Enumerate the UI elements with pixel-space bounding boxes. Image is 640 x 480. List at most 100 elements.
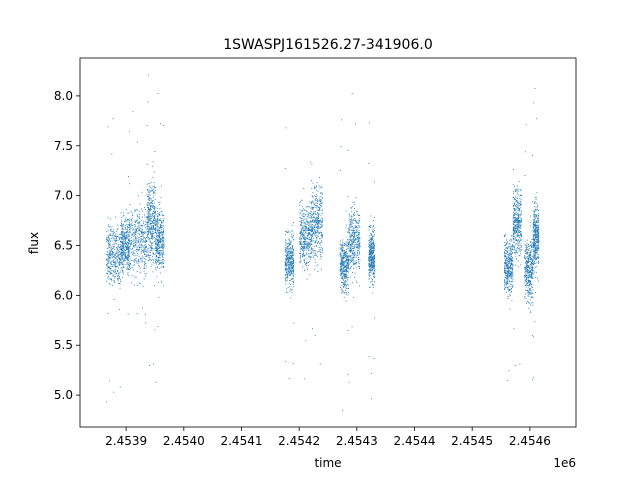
data-point — [131, 212, 133, 214]
data-point — [352, 242, 354, 244]
data-point — [148, 226, 150, 228]
data-point — [504, 288, 506, 290]
data-point — [131, 243, 133, 245]
data-point — [526, 284, 528, 286]
data-point — [304, 238, 306, 240]
data-point — [530, 258, 532, 260]
data-point — [123, 250, 125, 252]
data-point — [521, 249, 522, 251]
data-point — [135, 238, 137, 240]
data-point — [145, 247, 146, 248]
data-point — [530, 275, 532, 277]
data-point — [312, 200, 314, 202]
data-point — [288, 245, 290, 247]
data-point — [157, 229, 159, 231]
data-point — [150, 226, 152, 228]
data-point — [508, 267, 510, 268]
data-point — [512, 218, 514, 220]
data-point — [370, 259, 372, 260]
data-point — [152, 238, 154, 240]
data-point — [157, 233, 159, 235]
data-point — [106, 265, 108, 267]
data-point — [291, 256, 293, 258]
data-point — [152, 233, 154, 235]
data-point — [514, 226, 516, 228]
data-point — [292, 265, 294, 267]
data-point — [122, 243, 124, 245]
data-point — [293, 265, 294, 267]
data-point — [352, 235, 353, 236]
data-point — [530, 274, 532, 276]
data-point — [514, 227, 515, 229]
data-point — [112, 265, 114, 267]
data-point — [370, 227, 371, 228]
data-point — [315, 254, 317, 256]
data-point — [345, 285, 347, 287]
data-point — [358, 241, 359, 242]
data-point — [140, 244, 142, 245]
data-point — [356, 239, 358, 241]
data-point — [160, 266, 162, 268]
data-point — [359, 243, 360, 245]
data-point — [299, 252, 301, 254]
data-point — [514, 236, 516, 238]
data-point — [121, 241, 123, 243]
data-point — [317, 251, 319, 252]
data-point — [158, 244, 160, 246]
data-point — [305, 263, 307, 265]
data-point — [301, 256, 303, 258]
data-point — [133, 269, 135, 271]
data-point — [351, 215, 353, 217]
data-point — [368, 163, 370, 164]
data-point — [161, 220, 162, 222]
data-point — [289, 264, 290, 266]
data-point — [107, 266, 109, 268]
data-point — [520, 217, 522, 219]
data-point — [285, 242, 287, 243]
data-point — [121, 250, 123, 252]
data-point — [111, 252, 113, 254]
data-point — [117, 245, 119, 247]
data-point — [159, 236, 160, 238]
data-point — [344, 263, 346, 265]
data-point — [355, 263, 357, 265]
data-point — [147, 249, 149, 251]
data-point — [113, 255, 115, 257]
data-point — [527, 274, 529, 276]
data-point — [316, 197, 317, 199]
data-point — [347, 330, 349, 331]
data-point — [308, 222, 310, 224]
data-point — [292, 261, 294, 263]
data-point — [345, 274, 347, 276]
data-point — [119, 239, 121, 240]
data-point — [527, 272, 529, 274]
data-point — [518, 188, 520, 190]
data-point — [509, 250, 511, 252]
data-point — [287, 279, 288, 281]
data-point — [286, 243, 287, 245]
data-point — [512, 284, 514, 286]
data-point — [293, 239, 295, 241]
data-point — [150, 208, 152, 210]
data-point — [313, 207, 314, 208]
data-point — [373, 248, 375, 250]
data-point — [309, 256, 311, 258]
data-point — [161, 246, 163, 248]
data-point — [307, 243, 308, 245]
data-point — [517, 190, 519, 192]
data-point — [510, 254, 512, 256]
data-point — [154, 221, 156, 223]
data-point — [516, 196, 518, 198]
data-point — [513, 235, 514, 237]
data-point — [342, 271, 344, 272]
data-point — [142, 232, 143, 233]
data-point — [119, 262, 121, 264]
data-point — [314, 213, 316, 215]
data-point — [117, 278, 118, 279]
data-point — [520, 222, 522, 224]
data-point — [305, 246, 307, 248]
data-point — [158, 201, 160, 203]
data-point — [146, 184, 148, 186]
data-point — [373, 358, 375, 359]
data-point — [525, 266, 527, 267]
